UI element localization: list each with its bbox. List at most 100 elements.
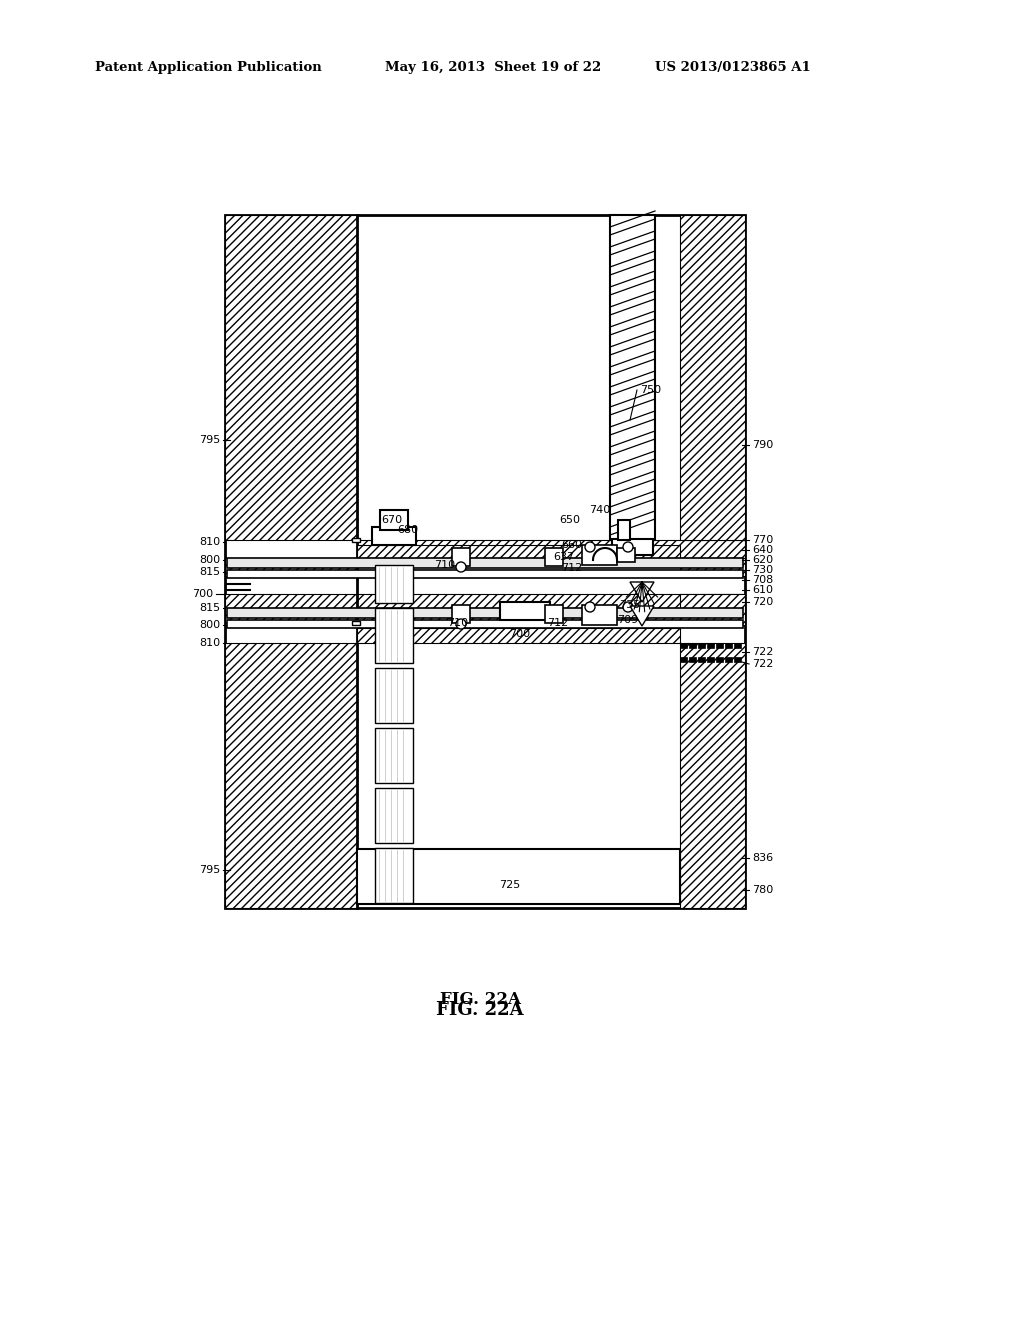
Text: 735: 735 xyxy=(620,601,641,610)
Text: 712: 712 xyxy=(548,618,568,628)
Text: 810: 810 xyxy=(199,638,220,648)
Polygon shape xyxy=(357,594,745,624)
Text: 720: 720 xyxy=(752,597,773,607)
Polygon shape xyxy=(680,558,745,576)
Polygon shape xyxy=(680,643,745,908)
Bar xyxy=(618,520,630,540)
Text: FIG. 22A: FIG. 22A xyxy=(436,1001,524,1019)
Bar xyxy=(500,602,550,620)
Text: FIG. 22A: FIG. 22A xyxy=(439,991,520,1008)
Bar xyxy=(707,657,714,663)
Polygon shape xyxy=(680,594,745,624)
Polygon shape xyxy=(357,854,680,904)
Text: 700: 700 xyxy=(509,630,530,639)
Text: 790: 790 xyxy=(752,440,773,450)
Text: 800: 800 xyxy=(199,620,220,630)
Text: 810: 810 xyxy=(199,537,220,546)
Bar xyxy=(545,548,563,566)
Circle shape xyxy=(585,543,595,552)
Bar xyxy=(689,643,696,648)
Bar xyxy=(725,657,732,663)
Text: 708: 708 xyxy=(752,576,773,585)
Text: 680: 680 xyxy=(397,525,419,535)
Polygon shape xyxy=(225,558,357,576)
Polygon shape xyxy=(225,215,357,540)
Bar xyxy=(227,620,743,628)
Bar xyxy=(725,643,732,648)
Text: 712: 712 xyxy=(561,564,583,573)
Text: 722: 722 xyxy=(752,647,773,657)
Bar xyxy=(375,788,413,843)
Bar xyxy=(716,657,723,663)
Bar xyxy=(698,643,705,648)
Bar xyxy=(375,847,413,903)
Polygon shape xyxy=(357,545,680,558)
Bar xyxy=(582,545,617,565)
Bar xyxy=(227,570,743,578)
Text: 610: 610 xyxy=(752,585,773,595)
Text: 650: 650 xyxy=(559,515,581,525)
Bar xyxy=(375,668,413,723)
Text: 722: 722 xyxy=(752,659,773,669)
Text: 730: 730 xyxy=(752,565,773,576)
Text: 709: 709 xyxy=(617,615,639,624)
Bar xyxy=(357,849,680,904)
Polygon shape xyxy=(680,215,745,540)
Text: 815: 815 xyxy=(199,603,220,612)
Bar xyxy=(225,215,745,908)
Text: 815: 815 xyxy=(199,568,220,577)
Text: 710: 710 xyxy=(434,560,456,570)
Text: US 2013/0123865 A1: US 2013/0123865 A1 xyxy=(655,62,811,74)
Bar xyxy=(698,657,705,663)
Bar xyxy=(372,527,416,545)
Text: 700: 700 xyxy=(191,589,213,599)
Bar xyxy=(610,215,655,540)
Text: 836: 836 xyxy=(752,853,773,863)
Text: 660: 660 xyxy=(561,540,583,550)
Text: Patent Application Publication: Patent Application Publication xyxy=(95,62,322,74)
Text: 710: 710 xyxy=(447,618,469,628)
Polygon shape xyxy=(357,628,680,643)
Polygon shape xyxy=(630,606,654,626)
Text: 795: 795 xyxy=(199,436,220,445)
Text: 800: 800 xyxy=(199,554,220,565)
Text: 795: 795 xyxy=(199,865,220,875)
Circle shape xyxy=(456,562,466,572)
Text: 725: 725 xyxy=(500,880,520,890)
Text: 637: 637 xyxy=(553,552,574,562)
Bar xyxy=(612,539,653,554)
Text: 770: 770 xyxy=(752,535,773,545)
Bar xyxy=(375,609,413,663)
Bar xyxy=(734,643,741,648)
Bar xyxy=(227,609,743,618)
Bar xyxy=(227,558,743,568)
Text: 640: 640 xyxy=(752,545,773,554)
Circle shape xyxy=(456,619,466,630)
Bar xyxy=(452,548,470,566)
Text: 750: 750 xyxy=(640,385,662,395)
Polygon shape xyxy=(630,582,654,602)
Circle shape xyxy=(585,602,595,612)
Bar xyxy=(545,605,563,623)
Bar xyxy=(617,548,635,562)
Text: May 16, 2013  Sheet 19 of 22: May 16, 2013 Sheet 19 of 22 xyxy=(385,62,601,74)
Bar xyxy=(352,620,360,624)
Polygon shape xyxy=(225,594,357,624)
Bar xyxy=(452,605,470,623)
Text: 670: 670 xyxy=(381,515,402,525)
Text: 740: 740 xyxy=(590,506,610,515)
Bar xyxy=(380,510,408,531)
Bar xyxy=(689,657,696,663)
Bar xyxy=(716,643,723,648)
Bar xyxy=(375,565,413,603)
Bar xyxy=(707,643,714,648)
Bar xyxy=(680,657,687,663)
Polygon shape xyxy=(225,643,357,908)
Bar xyxy=(375,729,413,783)
Circle shape xyxy=(623,543,633,552)
Bar xyxy=(582,605,617,624)
Bar xyxy=(734,657,741,663)
Bar xyxy=(680,643,687,648)
Text: 780: 780 xyxy=(752,884,773,895)
Bar xyxy=(352,539,360,543)
